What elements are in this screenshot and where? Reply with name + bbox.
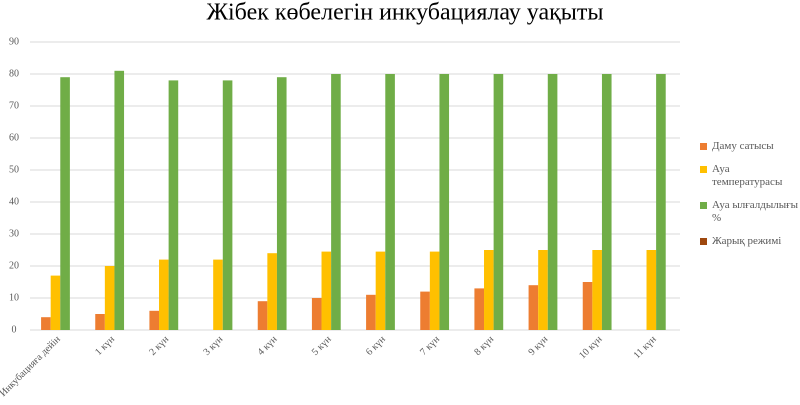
bar: [311, 298, 322, 330]
bar: [50, 275, 61, 330]
legend-label: Даму сатысы: [712, 140, 774, 152]
x-tick-label: 11 күн: [632, 334, 660, 362]
x-tick-label: 8 күн: [472, 334, 496, 358]
bar: [484, 250, 494, 330]
legend-label: Ауа температурасы: [712, 163, 783, 188]
chart-title: Жібек көбелегін инкубациялау уақыты: [207, 0, 604, 26]
bar: [257, 301, 268, 330]
bar: [474, 288, 485, 330]
y-tick-label: 50: [9, 164, 19, 175]
y-tick-label: 0: [12, 324, 17, 335]
legend-swatch: [700, 202, 707, 209]
bar: [104, 266, 115, 330]
bar: [159, 259, 169, 330]
legend-item: Жарық режимі: [700, 235, 800, 248]
legend-swatch: [700, 143, 707, 150]
bar: [95, 314, 105, 330]
bar: [601, 74, 612, 330]
bar: [582, 282, 593, 330]
bar: [439, 74, 450, 330]
x-tick-label: Инкубацияға дейін: [0, 334, 63, 400]
legend-item: Ауа температурасы: [700, 163, 800, 189]
bar: [114, 70, 125, 331]
x-tick-label: 7 күн: [418, 334, 442, 358]
legend-swatch: [700, 166, 707, 173]
bar: [547, 74, 558, 330]
bar: [60, 77, 70, 330]
x-tick-label: 1 күн: [93, 334, 117, 358]
legend-label: Жарық режимі: [712, 235, 782, 247]
x-tick-label: 6 күн: [364, 334, 388, 358]
bar: [276, 77, 287, 330]
bar: [149, 310, 160, 330]
bar: [267, 253, 277, 330]
bar: [420, 291, 430, 330]
bar: [222, 80, 233, 331]
x-tick-label: 3 күн: [201, 334, 225, 358]
y-tick-label: 90: [9, 36, 19, 47]
bar: [656, 74, 666, 330]
y-tick-label: 40: [9, 196, 19, 207]
bar: [528, 285, 539, 330]
y-tick-label: 30: [9, 228, 19, 239]
x-tick-label: 9 күн: [526, 334, 550, 358]
bar: [429, 251, 440, 330]
x-tick-label: 2 күн: [147, 334, 171, 358]
bar: [375, 251, 386, 330]
x-tick-label: 4 күн: [256, 334, 280, 358]
bar: [592, 250, 602, 330]
bar: [321, 251, 332, 330]
x-tick-label: 10 күн: [577, 334, 605, 362]
bar: [168, 80, 179, 331]
y-tick-label: 20: [9, 260, 19, 271]
bar: [385, 74, 395, 330]
bar: [331, 74, 341, 330]
y-tick-label: 10: [9, 292, 19, 303]
legend-label: Ауа ылғалдылығы %: [712, 199, 799, 224]
bar: [493, 74, 504, 330]
legend: Даму сатысы Ауа температурасы Ауа ылғалдыл…: [700, 140, 800, 258]
bar: [41, 317, 51, 330]
y-tick-label: 80: [9, 68, 19, 79]
bar: [538, 250, 548, 330]
legend-item: Ауа ылғалдылығы %: [700, 199, 800, 225]
legend-swatch: [700, 238, 707, 245]
bar: [646, 250, 657, 330]
y-tick-label: 60: [9, 132, 19, 143]
x-tick-label: 5 күн: [310, 334, 334, 358]
bar: [366, 294, 376, 330]
y-tick-label: 70: [9, 100, 19, 111]
bar: [213, 259, 223, 330]
legend-item: Даму сатысы: [700, 140, 800, 153]
